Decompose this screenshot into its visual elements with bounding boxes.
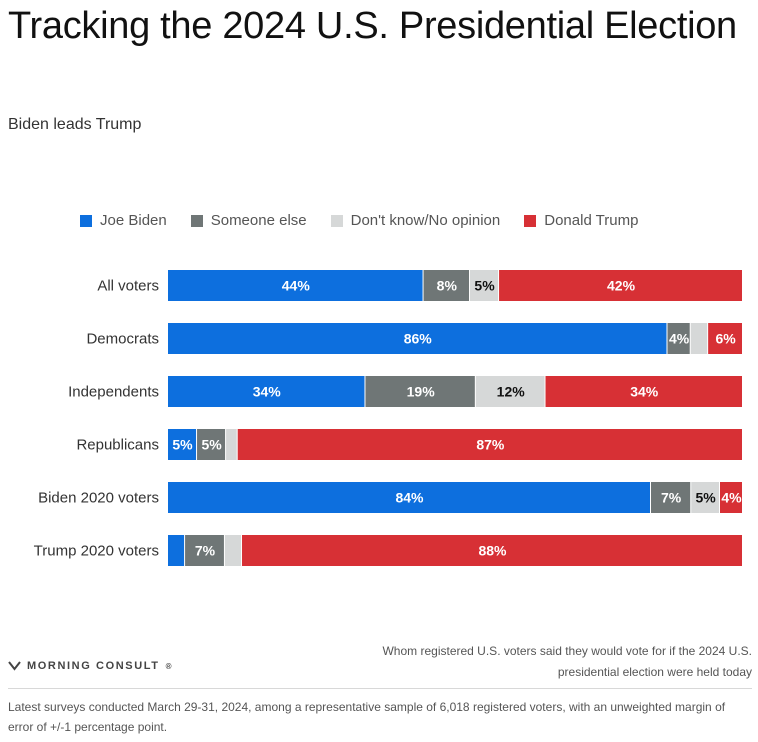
bar-segment <box>365 376 475 407</box>
bar-segment <box>185 535 224 566</box>
bar-segment <box>168 376 365 407</box>
bar-segment <box>168 429 197 460</box>
chart-subtitle: Biden leads Trump <box>8 116 142 133</box>
legend-item-dont-know: Don't know/No opinion <box>330 212 501 229</box>
category-label: Democrats <box>86 331 159 348</box>
bar-segment <box>499 270 742 301</box>
data-label: 86% <box>404 331 433 347</box>
data-label: 34% <box>253 384 282 400</box>
data-label: 42% <box>607 278 636 294</box>
footer-divider <box>8 688 752 689</box>
legend-swatch <box>80 214 92 227</box>
data-label: 44% <box>282 278 311 294</box>
bar-segment <box>690 323 708 354</box>
legend-item-someone-else: Someone else <box>190 212 307 229</box>
data-label: 88% <box>478 543 507 559</box>
logo-mark-icon <box>8 661 21 671</box>
bar-segment <box>224 535 242 566</box>
data-label: 4% <box>721 490 742 506</box>
legend-item-trump: Donald Trump <box>524 212 638 229</box>
bar-segment <box>470 270 499 301</box>
bar-segment <box>475 376 545 407</box>
bar-segment <box>667 323 690 354</box>
data-label: 7% <box>195 543 216 559</box>
bar-segment <box>168 323 667 354</box>
legend-label: Don't know/No opinion <box>350 212 501 229</box>
category-label: Republicans <box>76 437 159 454</box>
stacked-bar-chart: All voters 44% 8% 5% 42% Democrats 86% 4% 6% Inde… <box>34 270 743 566</box>
bar-segment <box>226 429 237 460</box>
data-label: 5% <box>201 437 222 453</box>
bar-segment <box>237 429 743 460</box>
data-label: 4% <box>669 331 690 347</box>
legend-swatch <box>524 214 537 227</box>
data-label: 5% <box>474 278 495 294</box>
legend-item-biden: Joe Biden <box>80 212 167 229</box>
bar-segment <box>242 535 743 566</box>
logo-trademark: ® <box>165 661 172 671</box>
data-label: 87% <box>476 437 505 453</box>
data-label: 5% <box>172 437 193 453</box>
bar-segment <box>168 535 185 566</box>
legend: Joe Biden Someone else Don't know/No opi… <box>80 212 720 229</box>
chart-title: Tracking the 2024 U.S. Presidential Elec… <box>8 5 737 47</box>
data-label: 12% <box>497 384 526 400</box>
data-label: 19% <box>407 384 436 400</box>
category-label: Independents <box>68 384 159 401</box>
bar-segment <box>168 270 423 301</box>
data-label: 6% <box>715 331 736 347</box>
data-label: 8% <box>437 278 458 294</box>
data-label: 7% <box>661 490 682 506</box>
category-label: All voters <box>97 278 159 295</box>
bar-segment <box>720 482 742 513</box>
legend-label: Joe Biden <box>100 212 167 229</box>
legend-swatch <box>330 214 343 227</box>
bar-segment <box>708 323 742 354</box>
data-label: 34% <box>630 384 659 400</box>
footnote: Latest surveys conducted March 29-31, 20… <box>8 700 726 734</box>
bar-segment <box>691 482 719 513</box>
legend-label: Someone else <box>210 212 307 229</box>
logo-text: MORNING CONSULT <box>27 660 160 672</box>
bar-segment <box>545 376 742 407</box>
legend-label: Donald Trump <box>544 212 639 229</box>
category-label: Biden 2020 voters <box>38 490 159 507</box>
bar-segment <box>423 270 470 301</box>
bar-segment <box>651 482 691 513</box>
chart-note: Whom registered U.S. voters said they wo… <box>382 644 752 679</box>
legend-swatch <box>190 214 203 227</box>
morning-consult-logo: MORNING CONSULT ® <box>8 660 171 672</box>
data-label: 5% <box>696 490 717 506</box>
category-label: Trump 2020 voters <box>34 543 159 560</box>
data-label: 84% <box>395 490 424 506</box>
bar-segment <box>168 482 650 513</box>
bar-segment <box>197 429 226 460</box>
